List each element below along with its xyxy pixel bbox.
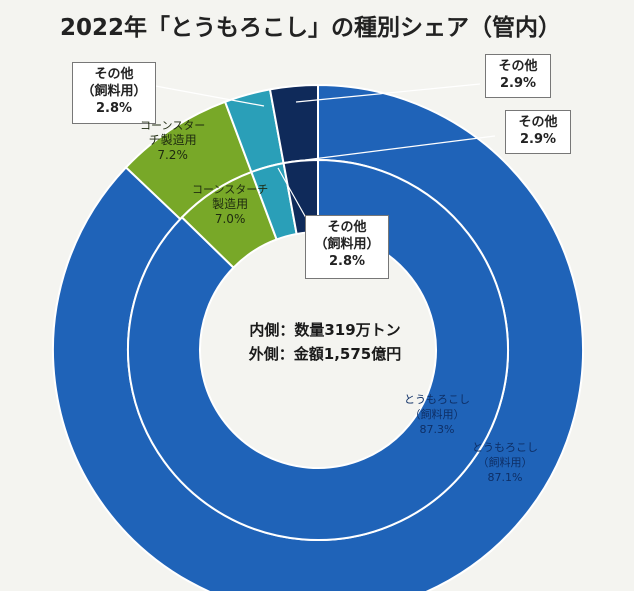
center-note-outer: 外側：金額1,575億円 [248, 345, 402, 363]
callout-line1: その他 [327, 220, 367, 235]
callout-line1: その他 [94, 67, 134, 82]
center-note: 内側：数量319万トン 外側：金額1,575億円 [210, 318, 440, 366]
leader-line-outer-other [295, 83, 481, 103]
callout-line2: （飼料用） [314, 237, 380, 252]
callout-value: 2.8% [328, 254, 366, 269]
label-value: 87.3% [419, 423, 455, 436]
callout-value: 2.8% [95, 101, 133, 116]
label-line2: チ製造用 [148, 133, 197, 147]
label-line1: とうもろこし [472, 441, 538, 454]
center-note-inner: 内側：数量319万トン [249, 321, 401, 339]
callout-line2: （飼料用） [81, 84, 147, 99]
label-outer-starch: コーンスター チ製造用 7.2% [140, 118, 205, 163]
label-line2: 製造用 [212, 197, 249, 211]
leader-line-inner-feed-other [277, 167, 311, 226]
callout-inner-other: その他 2.9% [505, 110, 571, 154]
callout-outer-other: その他 2.9% [485, 54, 551, 98]
label-line1: とうもろこし [404, 393, 470, 406]
label-inner-corn: とうもろこし （飼料用） 87.3% [404, 392, 470, 437]
inner-ring [127, 158, 509, 541]
callout-outer-feed-other: その他 （飼料用） 2.8% [72, 62, 156, 124]
callout-value: 2.9% [499, 76, 537, 91]
label-outer-corn: とうもろこし （飼料用） 87.1% [472, 440, 538, 485]
leader-lines [149, 83, 496, 226]
callout-name: その他 [518, 115, 558, 130]
label-value: 87.1% [487, 471, 523, 484]
inner-slice-0-とうもろこし飼料用 [127, 158, 509, 541]
leader-line-inner-other [304, 135, 496, 161]
label-line2: （飼料用） [409, 408, 465, 421]
leader-line-outer-feed-other [149, 84, 265, 107]
label-value: 7.2% [157, 148, 188, 162]
callout-name: その他 [498, 59, 538, 74]
callout-value: 2.9% [519, 132, 557, 147]
label-line1: コーンスターチ [192, 183, 269, 196]
label-line2: （飼料用） [477, 456, 533, 469]
chart-title: 2022年「とうもろこし」の種別シェア（管内） [60, 15, 562, 41]
callout-inner-feed-other: その他 （飼料用） 2.8% [305, 215, 389, 279]
label-value: 7.0% [214, 212, 246, 226]
label-line1: コーンスター [140, 119, 206, 132]
label-inner-starch: コーンスターチ 製造用 7.0% [192, 182, 268, 227]
